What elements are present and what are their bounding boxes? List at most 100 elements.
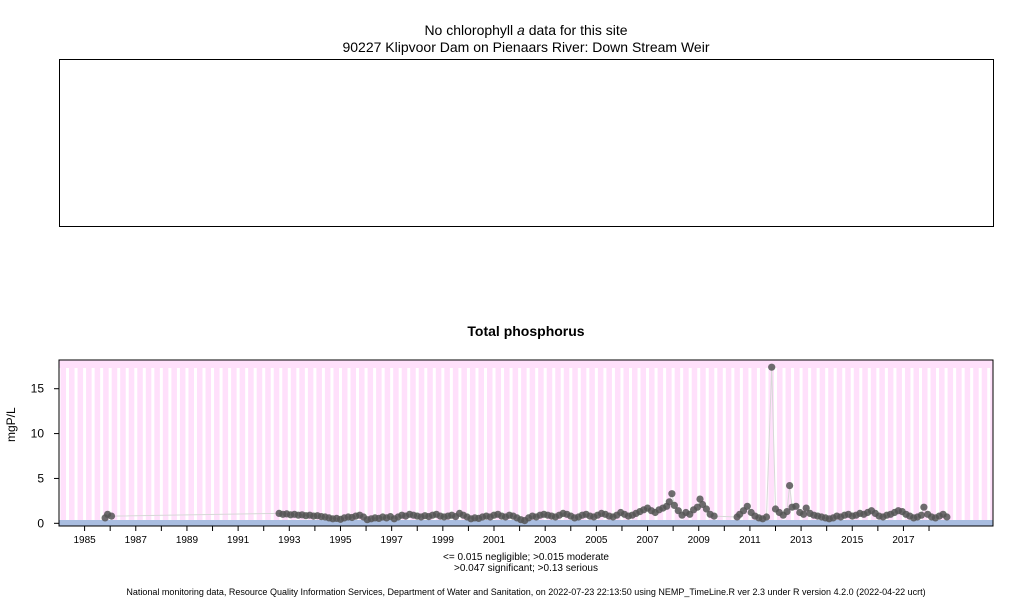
- data-point: [702, 505, 711, 513]
- year-stripe: [731, 368, 735, 526]
- year-stripe: [151, 368, 155, 526]
- data-points: [101, 363, 951, 525]
- year-stripe: [518, 368, 522, 526]
- year-stripe: [228, 368, 232, 526]
- year-stripe: [552, 368, 556, 526]
- data-point: [768, 363, 776, 371]
- year-stripe: [526, 368, 530, 526]
- year-stripe: [407, 368, 411, 526]
- y-tick-label: 0: [37, 516, 44, 530]
- data-point: [786, 482, 794, 490]
- data-point: [783, 508, 791, 516]
- year-stripe: [586, 368, 590, 526]
- data-point: [670, 501, 679, 509]
- year-stripe: [936, 368, 940, 526]
- data-point: [792, 502, 800, 510]
- x-tick-label: 2013: [790, 535, 813, 546]
- year-stripe: [134, 368, 138, 526]
- empty-chlorophyll-panel: [59, 59, 994, 227]
- year-stripe: [756, 368, 760, 526]
- year-stripe: [338, 368, 342, 526]
- year-stripe: [364, 368, 368, 526]
- year-stripe: [356, 368, 360, 526]
- x-tick-label: 1987: [125, 535, 148, 546]
- year-stripe: [705, 368, 709, 526]
- year-stripe: [569, 368, 573, 526]
- data-point: [710, 512, 718, 520]
- year-stripes: [57, 360, 993, 526]
- plot-frame: [58, 359, 994, 527]
- year-stripe: [373, 368, 377, 526]
- year-stripe: [83, 368, 87, 526]
- year-stripe: [381, 368, 385, 526]
- year-stripe: [91, 368, 95, 526]
- data-point: [943, 513, 951, 521]
- year-stripe: [944, 368, 948, 526]
- year-stripe: [219, 368, 223, 526]
- year-stripe: [782, 368, 786, 526]
- year-stripe: [142, 368, 146, 526]
- year-stripe: [279, 368, 283, 526]
- x-tick-label: 1989: [176, 535, 199, 546]
- year-stripe: [978, 368, 982, 526]
- year-stripe: [117, 368, 121, 526]
- year-stripe: [739, 368, 743, 526]
- x-tick-label: 1999: [432, 535, 455, 546]
- year-stripe: [253, 368, 257, 526]
- data-point: [920, 503, 928, 511]
- year-stripe: [236, 368, 240, 526]
- year-stripe: [910, 368, 914, 526]
- year-stripe: [799, 368, 803, 526]
- year-stripe: [185, 368, 189, 526]
- data-point: [668, 490, 676, 498]
- year-stripe: [330, 368, 334, 526]
- x-tick-label: 2015: [841, 535, 864, 546]
- x-tick-label: 2017: [892, 535, 915, 546]
- year-stripe: [884, 368, 888, 526]
- year-stripe: [390, 368, 394, 526]
- source-footer: National monitoring data, Resource Quali…: [126, 587, 926, 597]
- year-stripe: [808, 368, 812, 526]
- year-stripe: [159, 368, 163, 526]
- year-stripe: [168, 368, 172, 526]
- year-stripe: [859, 368, 863, 526]
- year-stripe: [577, 368, 581, 526]
- year-stripe: [791, 368, 795, 526]
- x-tick-label: 1995: [329, 535, 352, 546]
- year-stripe: [842, 368, 846, 526]
- x-tick-label: 2001: [483, 535, 506, 546]
- year-stripe: [961, 368, 965, 526]
- x-tick-label: 1985: [73, 535, 96, 546]
- chlorophyll-title: No chlorophyll a data for this site: [0, 22, 1024, 38]
- data-point: [800, 510, 808, 518]
- year-stripe: [748, 368, 752, 526]
- site-title: 90227 Klipvoor Dam on Pienaars River: Do…: [342, 39, 710, 55]
- year-stripe: [688, 368, 692, 526]
- data-point: [696, 495, 704, 503]
- year-stripe: [176, 368, 180, 526]
- phosphorus-chart: 0 5 10 15 1985 1987 1989 1991 1993 1995 1997 1999 2…: [31, 359, 994, 546]
- year-stripe: [432, 368, 436, 526]
- x-tick-label: 2003: [534, 535, 557, 546]
- year-stripe: [347, 368, 351, 526]
- x-tick-label: 2009: [688, 535, 711, 546]
- year-stripe: [722, 368, 726, 526]
- year-stripe: [637, 368, 641, 526]
- year-stripe: [628, 368, 632, 526]
- year-stripe: [697, 368, 701, 526]
- threshold-note-1: <= 0.015 negligible; >0.015 moderate: [443, 552, 609, 563]
- year-stripe: [492, 368, 496, 526]
- year-stripe: [415, 368, 419, 526]
- year-stripe: [927, 368, 931, 526]
- year-stripe: [765, 368, 769, 526]
- year-stripe: [671, 368, 675, 526]
- year-stripe: [74, 368, 78, 526]
- year-stripe: [270, 368, 274, 526]
- plot-background: [59, 360, 993, 526]
- data-point: [107, 512, 116, 520]
- year-stripe: [296, 368, 300, 526]
- y-tick-label: 5: [37, 471, 44, 485]
- x-tick-label: 1997: [381, 535, 404, 546]
- year-stripe: [603, 368, 607, 526]
- x-tick-label: 2005: [585, 535, 608, 546]
